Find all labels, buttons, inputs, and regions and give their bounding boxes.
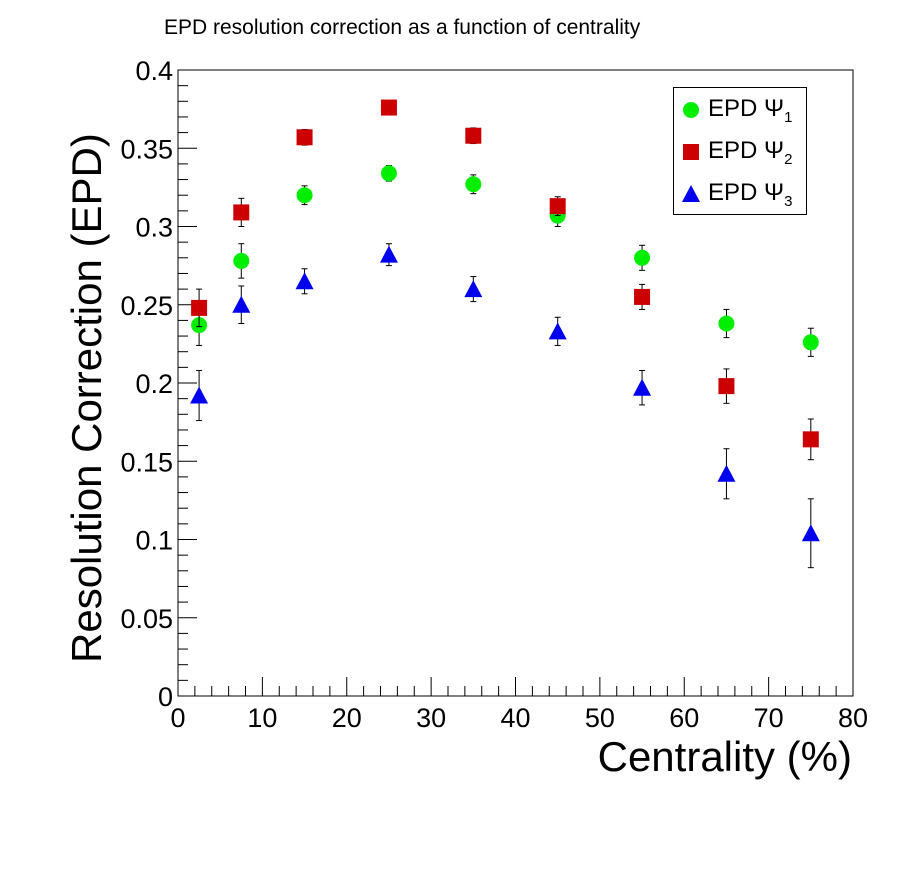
legend-label-psi3: EPD Ψ3 <box>708 178 793 210</box>
y-tick-label: 0.4 <box>135 56 173 86</box>
x-tick-label: 0 <box>170 703 185 733</box>
axes-layer: 0 10 20 30 40 50 60 70 80 0 0.05 0.1 0.15 0.2 0.25 0.3 0… <box>120 56 868 733</box>
x-tick-label: 20 <box>332 703 362 733</box>
legend-entry-psi2: EPD Ψ2 <box>674 134 808 170</box>
marks-layer <box>190 99 820 569</box>
data-point-circle <box>802 334 819 351</box>
data-point-square <box>380 99 397 116</box>
data-point-square <box>802 431 819 448</box>
data-point-triangle <box>295 272 314 290</box>
data-point-triangle <box>548 322 567 340</box>
data-point-triangle <box>801 524 820 542</box>
data-point-circle <box>465 176 482 193</box>
x-tick-label: 30 <box>416 703 446 733</box>
y-tick-label: 0.3 <box>135 213 173 243</box>
legend-entry-psi3: EPD Ψ3 <box>674 176 808 212</box>
legend-label-psi1: EPD Ψ1 <box>708 94 793 126</box>
series-2 <box>191 99 819 461</box>
legend-label-psi2: EPD Ψ2 <box>708 136 793 168</box>
data-point-triangle <box>190 386 209 404</box>
y-tick-label: 0.35 <box>120 134 173 164</box>
y-tick-label: 0.2 <box>135 369 173 399</box>
x-tick-label: 50 <box>585 703 615 733</box>
x-axis-label: Centrality (%) <box>597 733 852 780</box>
x-tick-label: 80 <box>838 703 868 733</box>
data-point-triangle <box>232 295 251 313</box>
legend-entry-psi1: EPD Ψ1 <box>674 92 808 128</box>
x-tick-label: 40 <box>500 703 530 733</box>
data-point-circle <box>634 249 651 266</box>
y-tick-label: 0.15 <box>120 447 173 477</box>
legend-marker-triangle <box>674 176 708 212</box>
y-tick-label: 0.1 <box>135 526 173 556</box>
data-point-square <box>634 288 651 305</box>
data-point-circle <box>296 187 313 204</box>
data-point-circle <box>718 315 735 332</box>
y-tick-label: 0 <box>158 682 173 712</box>
y-tick-label: 0.25 <box>120 291 173 321</box>
y-tick-label: 0.05 <box>120 604 173 634</box>
y-axis-label: Resolution Correction (EPD) <box>63 133 110 663</box>
series-3 <box>190 243 820 569</box>
data-point-circle <box>233 252 250 269</box>
x-tick-label: 10 <box>247 703 277 733</box>
x-tick-label: 70 <box>754 703 784 733</box>
x-tick-label: 60 <box>669 703 699 733</box>
chart-title: EPD resolution correction as a function … <box>164 16 641 39</box>
data-point-triangle <box>379 245 398 263</box>
data-point-triangle <box>633 378 652 396</box>
data-point-square <box>549 198 566 215</box>
data-point-square <box>191 299 208 316</box>
data-point-square <box>296 129 313 146</box>
legend-marker-circle <box>674 92 708 128</box>
data-point-square <box>465 127 482 144</box>
legend-marker-square <box>674 134 708 170</box>
data-point-triangle <box>717 464 736 482</box>
data-point-square <box>233 204 250 221</box>
data-point-triangle <box>464 280 483 298</box>
legend: EPD Ψ1 EPD Ψ2 EPD Ψ3 <box>673 87 807 215</box>
data-point-circle <box>380 165 397 182</box>
data-point-square <box>718 378 735 395</box>
